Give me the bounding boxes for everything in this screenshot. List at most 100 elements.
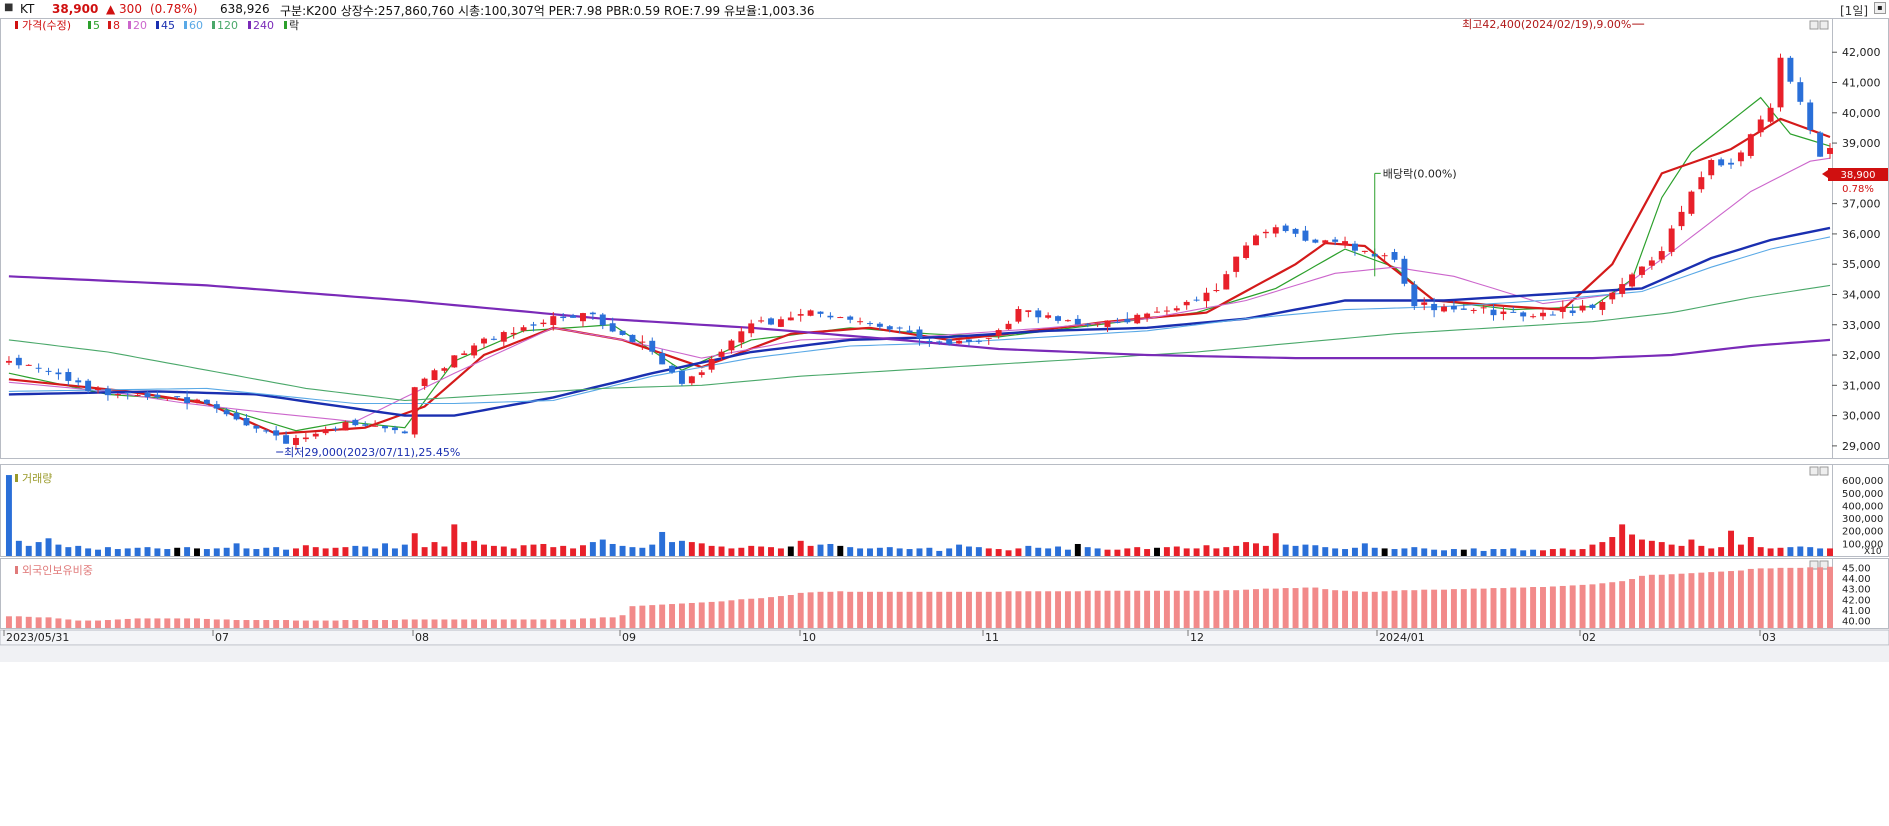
- foreign-bar: [1322, 589, 1329, 628]
- legend-ma-label: 5: [93, 19, 100, 32]
- volume-bar: [85, 548, 92, 556]
- candle-body: [1510, 311, 1517, 313]
- candle-body: [471, 345, 478, 356]
- stock-name[interactable]: KT: [20, 2, 35, 16]
- volume-bar: [322, 548, 329, 556]
- legend-ma-label: 20: [133, 19, 147, 32]
- candle-body: [777, 319, 784, 327]
- candle-body: [1589, 304, 1596, 308]
- foreign-bar: [787, 595, 794, 628]
- legend-ma-swatch: [88, 21, 91, 29]
- foreign-bar: [114, 619, 121, 628]
- foreign-bar: [1787, 567, 1794, 628]
- legend-ma-swatch: [156, 21, 159, 29]
- panel-toggle-icon[interactable]: ▪: [1874, 2, 1886, 14]
- foreign-bar: [1104, 590, 1111, 628]
- foreign-bar: [1391, 590, 1398, 628]
- candle-body: [1520, 312, 1527, 317]
- candle-body: [787, 317, 794, 321]
- volume-bar: [1253, 543, 1259, 556]
- foreign-bar: [1342, 590, 1349, 628]
- foreign-bar: [1520, 587, 1527, 628]
- volume-bar: [500, 546, 507, 556]
- volume-bar: [659, 531, 666, 556]
- foreign-bar: [649, 605, 656, 628]
- candle-body: [35, 367, 42, 369]
- volume-bar: [273, 547, 280, 556]
- foreign-bar: [104, 620, 111, 628]
- candle-body: [827, 315, 834, 318]
- candle-body: [1747, 134, 1754, 156]
- candle-body: [322, 429, 329, 434]
- foreign-bar: [530, 619, 537, 628]
- candle-body: [1163, 310, 1170, 312]
- candle-body: [1193, 299, 1200, 301]
- foreign-bar: [45, 617, 52, 628]
- price-tick-label: 40,000: [1842, 107, 1881, 120]
- period-selector[interactable]: [1일]: [1840, 4, 1869, 18]
- foreign-bar: [312, 620, 319, 628]
- volume-bar: [777, 548, 784, 556]
- legend-price-swatch: [15, 21, 18, 29]
- foreign-bar: [500, 619, 507, 628]
- foreign-bar: [1381, 591, 1388, 628]
- candle-body: [1401, 258, 1408, 284]
- foreign-bar: [857, 591, 864, 628]
- foreign-bar: [1757, 568, 1764, 628]
- volume-bar: [580, 545, 586, 556]
- volume-bar: [1520, 550, 1527, 556]
- foreign-bar: [886, 591, 893, 628]
- foreign-bar: [1292, 588, 1299, 628]
- volume-bar: [1638, 539, 1645, 556]
- foreign-bar: [1599, 583, 1606, 628]
- legend-ma-swatch: [108, 21, 111, 29]
- legend-ma-swatch: [212, 21, 215, 29]
- date-tick-label: 2024/01: [1379, 631, 1425, 644]
- volume-bar: [520, 545, 527, 556]
- candle-body: [283, 435, 290, 444]
- volume-bar: [837, 545, 844, 556]
- volume-bar: [876, 547, 883, 556]
- price-tick-label: 32,000: [1842, 349, 1881, 362]
- candle-body: [441, 368, 448, 371]
- price-tick-label: 31,000: [1842, 379, 1881, 392]
- volume-bar: [1243, 542, 1250, 556]
- volume-bar: [906, 549, 913, 556]
- candle-body: [1470, 309, 1477, 311]
- foreign-bar: [1460, 589, 1467, 628]
- volume-bar: [738, 547, 745, 556]
- foreign-bar: [837, 591, 844, 628]
- candle-body: [797, 314, 804, 316]
- candle-body: [550, 316, 557, 326]
- candle-body: [1253, 235, 1259, 246]
- volume-bar: [124, 548, 131, 556]
- volume-bar: [362, 546, 369, 556]
- volume-bar: [896, 548, 903, 556]
- foreign-bar: [233, 620, 240, 628]
- panel-button-icon: [1809, 560, 1819, 570]
- foreign-bar: [1589, 584, 1596, 628]
- volume-bar: [1777, 547, 1784, 556]
- candle-body: [1698, 177, 1705, 190]
- foreign-bar: [669, 604, 676, 628]
- price-tick-label: 29,000: [1842, 440, 1881, 453]
- volume-bar: [1450, 549, 1457, 556]
- foreign-bar: [1084, 590, 1091, 628]
- candle-body: [1351, 243, 1358, 251]
- foreign-bar: [194, 618, 200, 628]
- foreign-bar: [639, 605, 646, 628]
- volume-bar: [45, 538, 52, 556]
- volume-bar: [5, 475, 12, 556]
- volume-tick-label: 300,000: [1842, 514, 1883, 525]
- panel-frame: [0, 18, 1833, 459]
- legend-ma-label: 120: [217, 19, 238, 32]
- volume-bar: [1223, 547, 1230, 556]
- volume-bar: [253, 549, 260, 556]
- foreign-bar: [1431, 589, 1438, 628]
- foreign-bar: [1114, 590, 1121, 628]
- volume-bar: [1332, 548, 1339, 556]
- foreign-bar: [599, 617, 606, 628]
- volume-bar: [1342, 549, 1349, 556]
- candle-body: [1223, 274, 1230, 290]
- candle-body: [223, 410, 230, 415]
